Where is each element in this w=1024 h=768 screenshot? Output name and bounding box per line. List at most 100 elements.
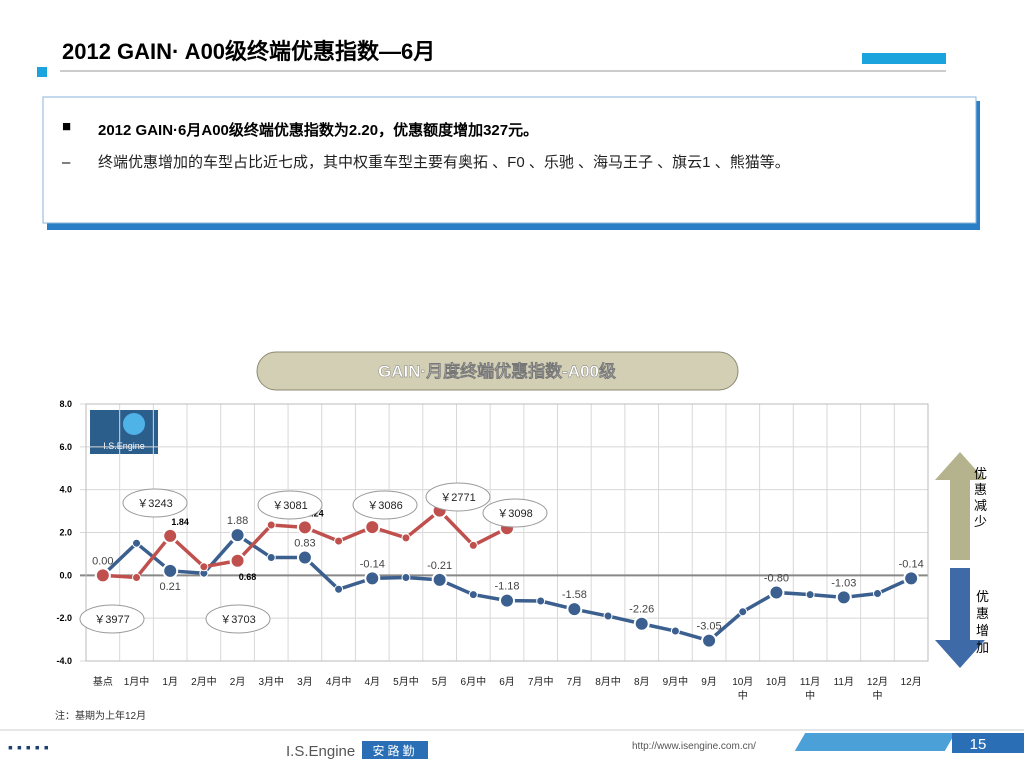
down-arrow bbox=[935, 568, 985, 668]
point bbox=[266, 520, 276, 530]
callout-text: ￥2771 bbox=[440, 492, 475, 504]
y-tick-label: 4.0 bbox=[59, 485, 72, 495]
footer-stripes bbox=[794, 733, 956, 751]
callout bbox=[79, 604, 145, 634]
bullet: 2012 GAIN·6月A00级终端优惠指数为2.20，优惠额度增加327元。 bbox=[98, 122, 539, 139]
up-arrow bbox=[935, 452, 985, 560]
title-square bbox=[37, 67, 47, 77]
plot-frame bbox=[85, 403, 929, 662]
chart-title-pill bbox=[256, 351, 739, 391]
value-label: 1.84 bbox=[171, 517, 189, 527]
x-tick-label: 7月 bbox=[566, 677, 583, 688]
x-tick-label: 4月 bbox=[364, 677, 381, 688]
x-tick-label: 8月 bbox=[633, 677, 650, 688]
x-tick-label: 5月 bbox=[431, 677, 448, 688]
x-tick-label: 3月中 bbox=[258, 677, 285, 688]
x-tick-label: 6月 bbox=[499, 677, 515, 688]
x-tick-label: 2月中 bbox=[191, 677, 217, 688]
bullet-mark: ■ bbox=[62, 118, 72, 135]
page-number: 15 bbox=[970, 736, 987, 753]
down-label: 优惠增加 bbox=[976, 589, 990, 655]
point bbox=[334, 536, 344, 546]
point bbox=[229, 552, 246, 569]
sub-bullet: 终端优惠增加的车型占比近七成，其中权重车型主要有奥拓 、F0 、乐驰 、海马王子… bbox=[98, 154, 790, 171]
callout-text: ￥3086 bbox=[367, 500, 402, 512]
point bbox=[132, 572, 142, 582]
x-tick-label: 6月中 bbox=[460, 677, 487, 688]
point bbox=[536, 596, 546, 606]
x-tick-label: 2月 bbox=[229, 677, 246, 688]
point bbox=[670, 626, 680, 636]
x-tick-label: 3月 bbox=[297, 677, 313, 688]
value-label: 0.83 bbox=[294, 538, 315, 550]
point bbox=[334, 584, 344, 594]
y-tick-label: 8.0 bbox=[59, 399, 72, 409]
point bbox=[805, 590, 815, 600]
x-tick-label: 5月中 bbox=[393, 677, 419, 688]
point bbox=[499, 592, 515, 609]
x-tick-label: 12月中 bbox=[866, 677, 889, 702]
footer-brand: I.S.Engine bbox=[286, 743, 355, 760]
note: 注：基期为上年12月 bbox=[55, 709, 146, 722]
point bbox=[94, 567, 111, 584]
value-label: -2.26 bbox=[629, 604, 654, 616]
x-tick-label: 基点 bbox=[92, 677, 113, 688]
point bbox=[162, 562, 179, 579]
value-label: -1.03 bbox=[831, 577, 856, 589]
callout-text: ￥3977 bbox=[94, 614, 129, 626]
value-label: -0.21 bbox=[427, 560, 452, 572]
point bbox=[364, 519, 381, 536]
value-label: -0.14 bbox=[899, 558, 924, 570]
point bbox=[266, 553, 276, 563]
callout bbox=[205, 604, 271, 634]
x-tick-label: 4月中 bbox=[325, 677, 352, 688]
callout-text: ￥3243 bbox=[137, 498, 172, 510]
x-tick-label: 8月中 bbox=[595, 677, 621, 688]
y-tick-label: 2.0 bbox=[59, 528, 72, 538]
x-tick-label: 10月 bbox=[765, 677, 787, 688]
point bbox=[633, 615, 650, 632]
callout bbox=[482, 498, 548, 528]
footer-url: http://www.isengine.com.cn/ bbox=[632, 741, 756, 752]
sub-bullet-mark: – bbox=[62, 154, 71, 171]
footer-dots: ▪▪▪▪▪ bbox=[8, 739, 53, 755]
value-label: 1.88 bbox=[227, 515, 248, 527]
point bbox=[468, 590, 478, 600]
point bbox=[903, 570, 920, 587]
point bbox=[468, 540, 478, 550]
page-box bbox=[952, 733, 1024, 753]
point bbox=[199, 562, 209, 572]
point bbox=[431, 571, 448, 588]
callout bbox=[122, 488, 188, 518]
point bbox=[566, 601, 583, 618]
value-label: -0.80 bbox=[764, 572, 789, 584]
value-label: 0.68 bbox=[239, 572, 257, 582]
point bbox=[296, 519, 313, 536]
point bbox=[364, 570, 381, 587]
x-tick-label: 1月 bbox=[162, 677, 178, 688]
point bbox=[701, 632, 718, 649]
value-label: -3.05 bbox=[697, 621, 722, 633]
point bbox=[835, 589, 852, 606]
point bbox=[229, 527, 246, 544]
x-tick-label: 9月 bbox=[701, 677, 717, 688]
footer-cn-box bbox=[362, 741, 428, 759]
chart-title: GAIN·月度终端优惠指数-A00级 bbox=[378, 361, 616, 381]
footer-cn: 安路勤 bbox=[372, 743, 417, 758]
callout-text: ￥3081 bbox=[272, 500, 307, 512]
value-label: -0.14 bbox=[360, 558, 385, 570]
callout-text: ￥3703 bbox=[220, 614, 255, 626]
callout bbox=[352, 490, 418, 520]
point bbox=[162, 527, 179, 544]
y-tick-label: 6.0 bbox=[59, 442, 72, 452]
box bbox=[42, 96, 977, 224]
point bbox=[296, 549, 313, 566]
value-label: -1.18 bbox=[494, 581, 519, 593]
callout bbox=[425, 482, 491, 512]
point bbox=[401, 572, 411, 582]
y-tick-label: -4.0 bbox=[56, 656, 72, 666]
point bbox=[768, 584, 785, 601]
up-label: 优惠减少 bbox=[974, 466, 988, 529]
point bbox=[872, 589, 882, 599]
